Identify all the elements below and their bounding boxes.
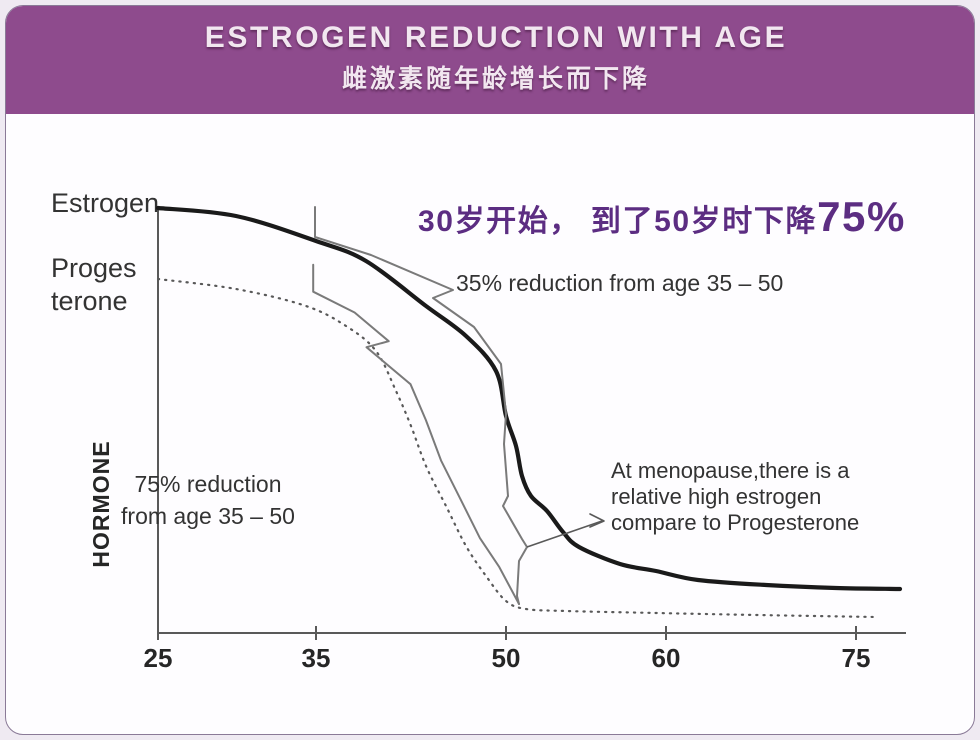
- svg-text:Proges: Proges: [51, 253, 137, 283]
- svg-text:25: 25: [144, 643, 173, 673]
- svg-text:75% reduction: 75% reduction: [134, 471, 281, 497]
- svg-text:50: 50: [492, 643, 521, 673]
- svg-text:Estrogen: Estrogen: [51, 188, 159, 218]
- svg-text:At menopause,there is a: At menopause,there is a: [611, 458, 850, 483]
- svg-text:35% reduction from age 35 – 50: 35% reduction from age 35 – 50: [456, 270, 783, 296]
- svg-text:30岁开始， 到了50岁时下降75%: 30岁开始， 到了50岁时下降75%: [418, 193, 906, 240]
- svg-text:75: 75: [842, 643, 871, 673]
- svg-text:HORMONE: HORMONE: [88, 440, 114, 567]
- svg-text:60: 60: [652, 643, 681, 673]
- svg-text:compare to Progesterone: compare to Progesterone: [611, 510, 859, 535]
- svg-text:from age 35 – 50: from age 35 – 50: [121, 503, 295, 529]
- svg-text:terone: terone: [51, 286, 128, 316]
- svg-text:relative high estrogen: relative high estrogen: [611, 484, 821, 509]
- svg-text:35: 35: [302, 643, 331, 673]
